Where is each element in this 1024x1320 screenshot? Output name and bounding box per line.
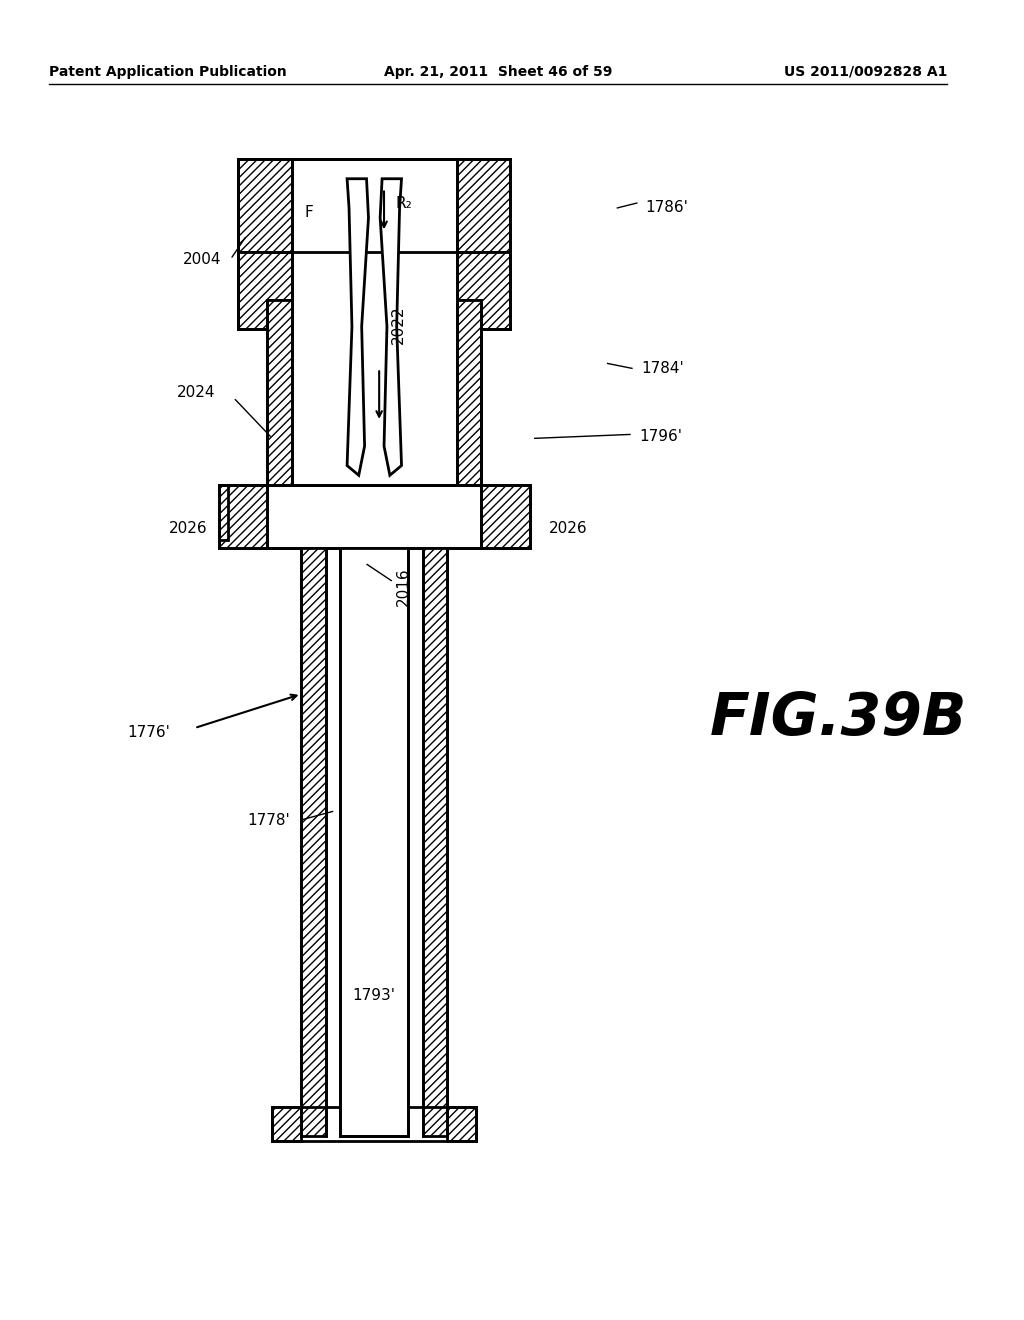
Text: 1796': 1796' <box>640 429 683 444</box>
Text: 2026: 2026 <box>549 521 588 536</box>
Polygon shape <box>239 160 292 252</box>
Text: 1786': 1786' <box>645 201 688 215</box>
Polygon shape <box>219 484 267 548</box>
Polygon shape <box>481 484 529 548</box>
Text: R₂: R₂ <box>395 195 413 211</box>
Text: 2026: 2026 <box>169 521 207 536</box>
Text: 1784': 1784' <box>642 360 684 376</box>
Text: 2022: 2022 <box>391 305 407 343</box>
Text: US 2011/0092828 A1: US 2011/0092828 A1 <box>783 65 947 79</box>
Bar <box>267 484 481 548</box>
Polygon shape <box>447 1107 476 1142</box>
Text: 2016: 2016 <box>396 568 411 606</box>
Text: FIG.39B: FIG.39B <box>710 690 967 747</box>
Polygon shape <box>219 484 228 540</box>
Text: Patent Application Publication: Patent Application Publication <box>48 65 287 79</box>
Polygon shape <box>457 160 510 252</box>
Polygon shape <box>457 252 510 330</box>
Polygon shape <box>380 178 401 475</box>
Polygon shape <box>347 178 369 475</box>
Polygon shape <box>301 548 326 1137</box>
Bar <box>340 548 409 1137</box>
Polygon shape <box>272 1107 301 1142</box>
Text: 1776': 1776' <box>127 726 170 741</box>
Text: F: F <box>305 206 313 220</box>
Text: 1778': 1778' <box>247 813 290 828</box>
Text: 1793': 1793' <box>353 987 396 1003</box>
Text: 2024: 2024 <box>177 385 216 400</box>
Polygon shape <box>423 548 447 1137</box>
Text: 2004: 2004 <box>183 252 221 267</box>
Text: Apr. 21, 2011  Sheet 46 of 59: Apr. 21, 2011 Sheet 46 of 59 <box>384 65 612 79</box>
Bar <box>292 160 457 252</box>
Bar <box>219 484 529 548</box>
Polygon shape <box>457 300 481 484</box>
Polygon shape <box>267 300 292 484</box>
Bar <box>272 1107 476 1142</box>
Polygon shape <box>239 252 292 330</box>
